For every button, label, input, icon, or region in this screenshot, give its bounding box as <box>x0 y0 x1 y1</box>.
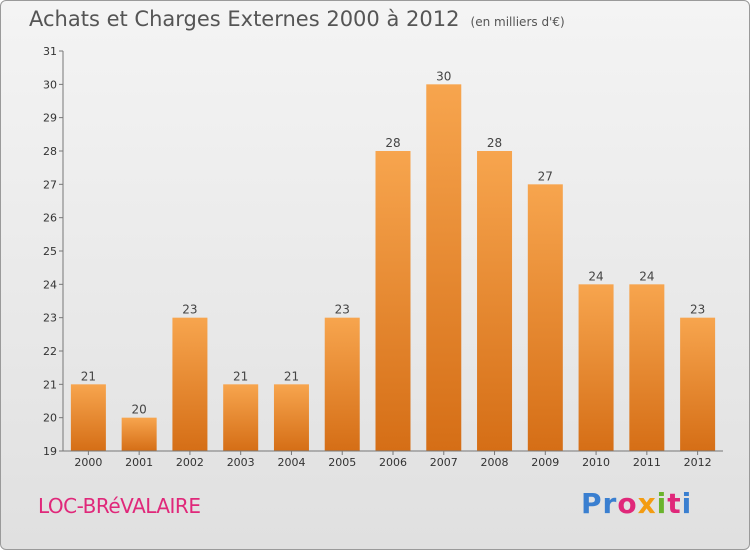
y-tick-label: 27 <box>43 178 57 191</box>
bar-2007 <box>426 84 462 451</box>
x-tick-label: 2001 <box>125 456 153 469</box>
y-tick-label: 26 <box>43 212 57 225</box>
logo-letter: r <box>602 487 618 520</box>
bar-2005 <box>324 317 360 451</box>
x-tick-label: 2009 <box>531 456 559 469</box>
logo-letter: P <box>581 487 603 520</box>
x-tick-label: 2012 <box>684 456 712 469</box>
bar-2008 <box>477 151 513 451</box>
x-tick-label: 2005 <box>328 456 356 469</box>
x-tick-label: 2000 <box>74 456 102 469</box>
bar-value-label: 21 <box>284 369 299 383</box>
x-tick-label: 2010 <box>582 456 610 469</box>
bar-value-label: 30 <box>436 69 451 83</box>
x-tick-label: 2008 <box>481 456 509 469</box>
commune-name: LOC-BRéVALAIRE <box>38 494 201 518</box>
chart-title: Achats et Charges Externes 2000 à 2012 <box>29 7 460 31</box>
bar-value-label: 27 <box>538 169 553 183</box>
x-tick-label: 2003 <box>227 456 255 469</box>
logo-letter: i <box>681 487 693 520</box>
logo-letter: i <box>656 487 668 520</box>
title-row: Achats et Charges Externes 2000 à 2012 (… <box>29 7 565 31</box>
bar-2006 <box>375 151 411 451</box>
bar-value-label: 28 <box>487 136 502 150</box>
y-tick-label: 25 <box>43 245 57 258</box>
proxiti-logo: Proxiti <box>581 487 692 520</box>
bar-2010 <box>578 284 614 451</box>
bar-2004 <box>273 384 309 451</box>
bar-value-label: 24 <box>588 269 603 283</box>
logo-letter: o <box>617 487 638 520</box>
y-tick-label: 30 <box>43 78 57 91</box>
x-tick-label: 2004 <box>277 456 305 469</box>
bar-2011 <box>629 284 665 451</box>
y-tick-label: 19 <box>43 445 57 458</box>
bar-2003 <box>223 384 259 451</box>
bar-value-label: 24 <box>639 269 654 283</box>
logo-letter: t <box>667 487 682 520</box>
x-tick-label: 2011 <box>633 456 661 469</box>
bar-value-label: 23 <box>182 303 197 317</box>
bar-value-label: 21 <box>233 369 248 383</box>
bar-2001 <box>121 417 157 451</box>
bar-2012 <box>680 317 716 451</box>
y-tick-label: 22 <box>43 345 57 358</box>
bar-2009 <box>527 184 563 452</box>
bar-value-label: 21 <box>81 369 96 383</box>
y-tick-label: 28 <box>43 145 57 158</box>
bar-value-label: 20 <box>132 403 147 417</box>
bar-value-label: 23 <box>690 303 705 317</box>
x-tick-label: 2006 <box>379 456 407 469</box>
bar-value-label: 28 <box>385 136 400 150</box>
y-tick-label: 31 <box>43 45 57 58</box>
y-tick-label: 24 <box>43 278 57 291</box>
x-tick-label: 2007 <box>430 456 458 469</box>
x-tick-label: 2002 <box>176 456 204 469</box>
y-tick-label: 23 <box>43 312 57 325</box>
chart-subtitle: (en milliers d'€) <box>470 15 565 29</box>
logo-letter: x <box>637 487 657 520</box>
y-tick-label: 20 <box>43 412 57 425</box>
y-tick-label: 29 <box>43 112 57 125</box>
y-tick-label: 21 <box>43 378 57 391</box>
bar-2000 <box>70 384 106 451</box>
bar-value-label: 23 <box>335 303 350 317</box>
bar-2002 <box>172 317 208 451</box>
